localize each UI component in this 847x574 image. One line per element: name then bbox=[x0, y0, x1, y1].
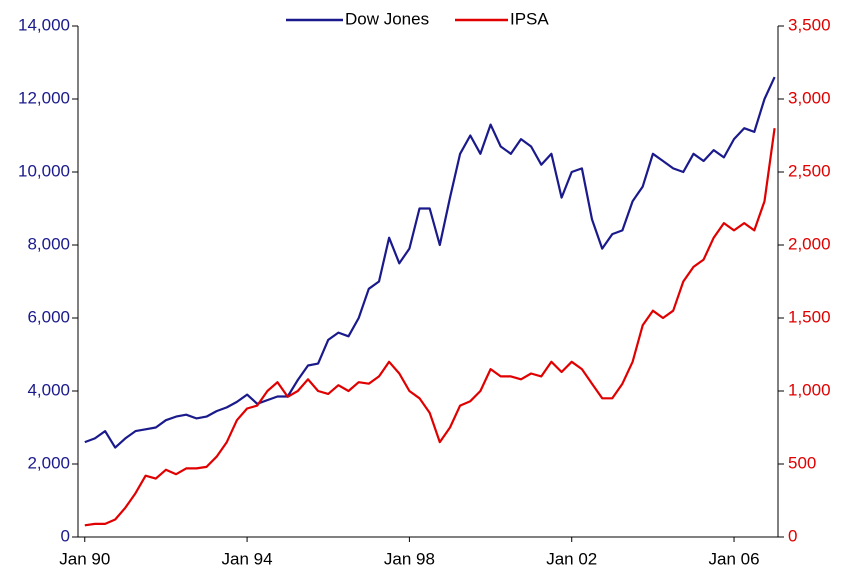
y2-tick-label: 500 bbox=[788, 453, 816, 472]
y2-tick-label: 0 bbox=[788, 526, 797, 545]
y2-tick-label: 1,000 bbox=[788, 380, 831, 399]
y-tick-label: 12,000 bbox=[18, 88, 70, 107]
y-tick-label: 0 bbox=[61, 526, 70, 545]
legend-label: IPSA bbox=[510, 9, 549, 28]
series-line bbox=[84, 128, 776, 527]
x-tick-label: Jan 90 bbox=[59, 549, 110, 568]
x-tick-label: Jan 94 bbox=[222, 549, 273, 568]
y-tick-label: 6,000 bbox=[27, 307, 70, 326]
series-line bbox=[84, 76, 776, 449]
y2-tick-label: 2,000 bbox=[788, 234, 831, 253]
y-tick-label: 14,000 bbox=[18, 15, 70, 34]
y-tick-label: 2,000 bbox=[27, 453, 70, 472]
y2-tick-label: 1,500 bbox=[788, 307, 831, 326]
x-tick-label: Jan 02 bbox=[546, 549, 597, 568]
y-tick-label: 4,000 bbox=[27, 380, 70, 399]
y2-tick-label: 2,500 bbox=[788, 161, 831, 180]
y2-tick-label: 3,000 bbox=[788, 88, 831, 107]
y-tick-label: 8,000 bbox=[27, 234, 70, 253]
x-tick-label: Jan 98 bbox=[384, 549, 435, 568]
x-tick-label: Jan 06 bbox=[709, 549, 760, 568]
y-tick-label: 10,000 bbox=[18, 161, 70, 180]
y2-tick-label: 3,500 bbox=[788, 15, 831, 34]
legend-label: Dow Jones bbox=[345, 9, 429, 28]
